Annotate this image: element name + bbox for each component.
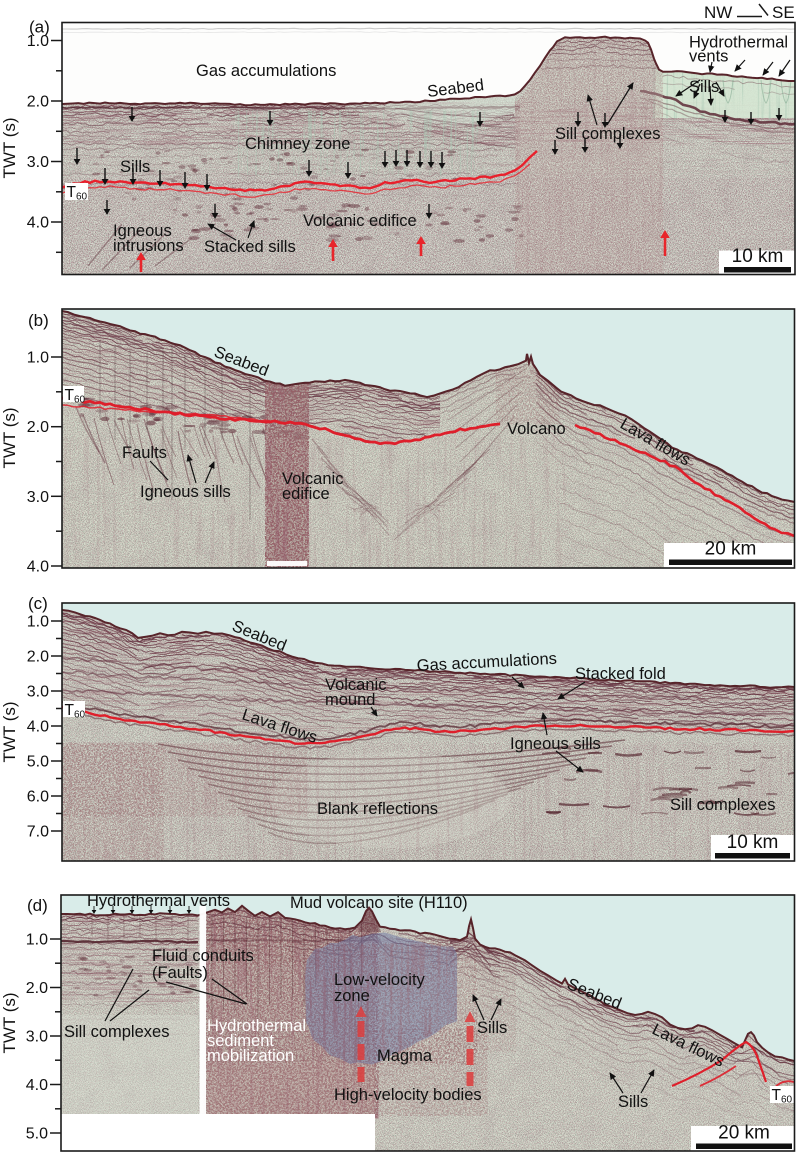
svg-text:Volcanic edifice: Volcanic edifice — [303, 212, 417, 230]
svg-text:2.0: 2.0 — [27, 419, 49, 436]
svg-text:Igneous sills: Igneous sills — [510, 735, 601, 753]
svg-text:60: 60 — [781, 1095, 793, 1106]
svg-text:High-velocity bodies: High-velocity bodies — [334, 1086, 482, 1104]
svg-text:1.0: 1.0 — [27, 350, 49, 367]
svg-text:Igneous sills: Igneous sills — [140, 483, 231, 501]
svg-text:sediment: sediment — [207, 1032, 274, 1050]
svg-text:Volcanic: Volcanic — [325, 676, 386, 694]
svg-text:1.0: 1.0 — [26, 932, 48, 949]
svg-text:Mud volcano site (H110): Mud volcano site (H110) — [290, 894, 468, 912]
svg-text:T: T — [67, 184, 77, 201]
svg-text:Hydrothermal: Hydrothermal — [689, 34, 788, 52]
svg-text:zone: zone — [334, 987, 370, 1005]
svg-text:10 km: 10 km — [727, 832, 779, 853]
svg-text:(b): (b) — [28, 311, 49, 330]
svg-text:intrusions: intrusions — [113, 237, 184, 255]
svg-text:Hydrothermal vents: Hydrothermal vents — [87, 892, 230, 910]
svg-text:(c): (c) — [28, 594, 48, 613]
svg-text:2.0: 2.0 — [26, 980, 48, 997]
svg-text:Sills: Sills — [477, 1019, 507, 1037]
svg-text:SE: SE — [772, 3, 795, 22]
svg-text:vents: vents — [689, 48, 728, 66]
svg-text:20 km: 20 km — [718, 1123, 770, 1144]
svg-text:TWT (s): TWT (s) — [0, 992, 19, 1053]
svg-text:TWT (s): TWT (s) — [0, 701, 19, 762]
svg-text:10 km: 10 km — [732, 246, 784, 267]
svg-text:1.0: 1.0 — [27, 614, 49, 631]
svg-text:mobilization: mobilization — [207, 1047, 294, 1065]
svg-text:3.0: 3.0 — [27, 684, 49, 701]
svg-text:6.0: 6.0 — [27, 789, 49, 806]
svg-text:20 km: 20 km — [705, 539, 757, 560]
svg-text:2.0: 2.0 — [27, 94, 49, 111]
svg-text:Hydrothermal: Hydrothermal — [207, 1017, 306, 1035]
svg-text:Blank reflections: Blank reflections — [317, 800, 438, 818]
svg-text:T: T — [772, 1087, 782, 1104]
svg-text:NW: NW — [704, 3, 732, 22]
svg-text:3.0: 3.0 — [27, 154, 49, 171]
svg-text:Low-velocity: Low-velocity — [334, 971, 426, 989]
svg-text:Sill complexes: Sill complexes — [670, 796, 775, 814]
svg-text:edifice: edifice — [282, 485, 330, 503]
svg-text:4.0: 4.0 — [27, 559, 49, 576]
svg-text:Chimney zone: Chimney zone — [245, 135, 350, 153]
svg-text:5.0: 5.0 — [27, 754, 49, 771]
svg-text:Gas accumulations: Gas accumulations — [196, 62, 336, 80]
svg-text:Stacked fold: Stacked fold — [575, 665, 666, 683]
svg-text:7.0: 7.0 — [27, 824, 49, 841]
svg-text:2.0: 2.0 — [27, 649, 49, 666]
svg-text:Volcanic: Volcanic — [282, 470, 343, 488]
svg-text:Sill complexes: Sill complexes — [64, 1023, 169, 1041]
svg-text:3.0: 3.0 — [27, 489, 49, 506]
svg-text:3.0: 3.0 — [26, 1029, 48, 1046]
svg-text:(a): (a) — [29, 18, 50, 37]
svg-text:Sills: Sills — [689, 78, 719, 96]
svg-text:(Faults): (Faults) — [152, 964, 208, 982]
svg-text:4.0: 4.0 — [27, 215, 49, 232]
svg-text:Stacked sills: Stacked sills — [204, 238, 296, 256]
svg-text:60: 60 — [76, 192, 88, 203]
svg-text:Sill complexes: Sill complexes — [555, 125, 660, 143]
svg-text:T: T — [65, 387, 75, 404]
svg-text:60: 60 — [74, 710, 86, 721]
svg-text:TWT (s): TWT (s) — [0, 407, 19, 468]
svg-text:T: T — [65, 702, 75, 719]
svg-text:4.0: 4.0 — [26, 1077, 48, 1094]
svg-text:Faults: Faults — [122, 444, 167, 462]
svg-text:Fluid conduits: Fluid conduits — [152, 947, 254, 965]
svg-text:60: 60 — [74, 395, 86, 406]
svg-text:Igneous: Igneous — [113, 222, 172, 240]
svg-text:Volcano: Volcano — [507, 420, 566, 438]
svg-text:Sills: Sills — [120, 158, 150, 176]
svg-text:mound: mound — [325, 691, 375, 709]
svg-text:4.0: 4.0 — [27, 719, 49, 736]
svg-text:(d): (d) — [27, 896, 48, 915]
svg-text:Magma: Magma — [377, 1047, 433, 1065]
svg-text:TWT (s): TWT (s) — [0, 117, 19, 178]
svg-text:Sills: Sills — [618, 1093, 648, 1111]
svg-text:5.0: 5.0 — [26, 1126, 48, 1143]
svg-text:1.0: 1.0 — [27, 33, 49, 50]
